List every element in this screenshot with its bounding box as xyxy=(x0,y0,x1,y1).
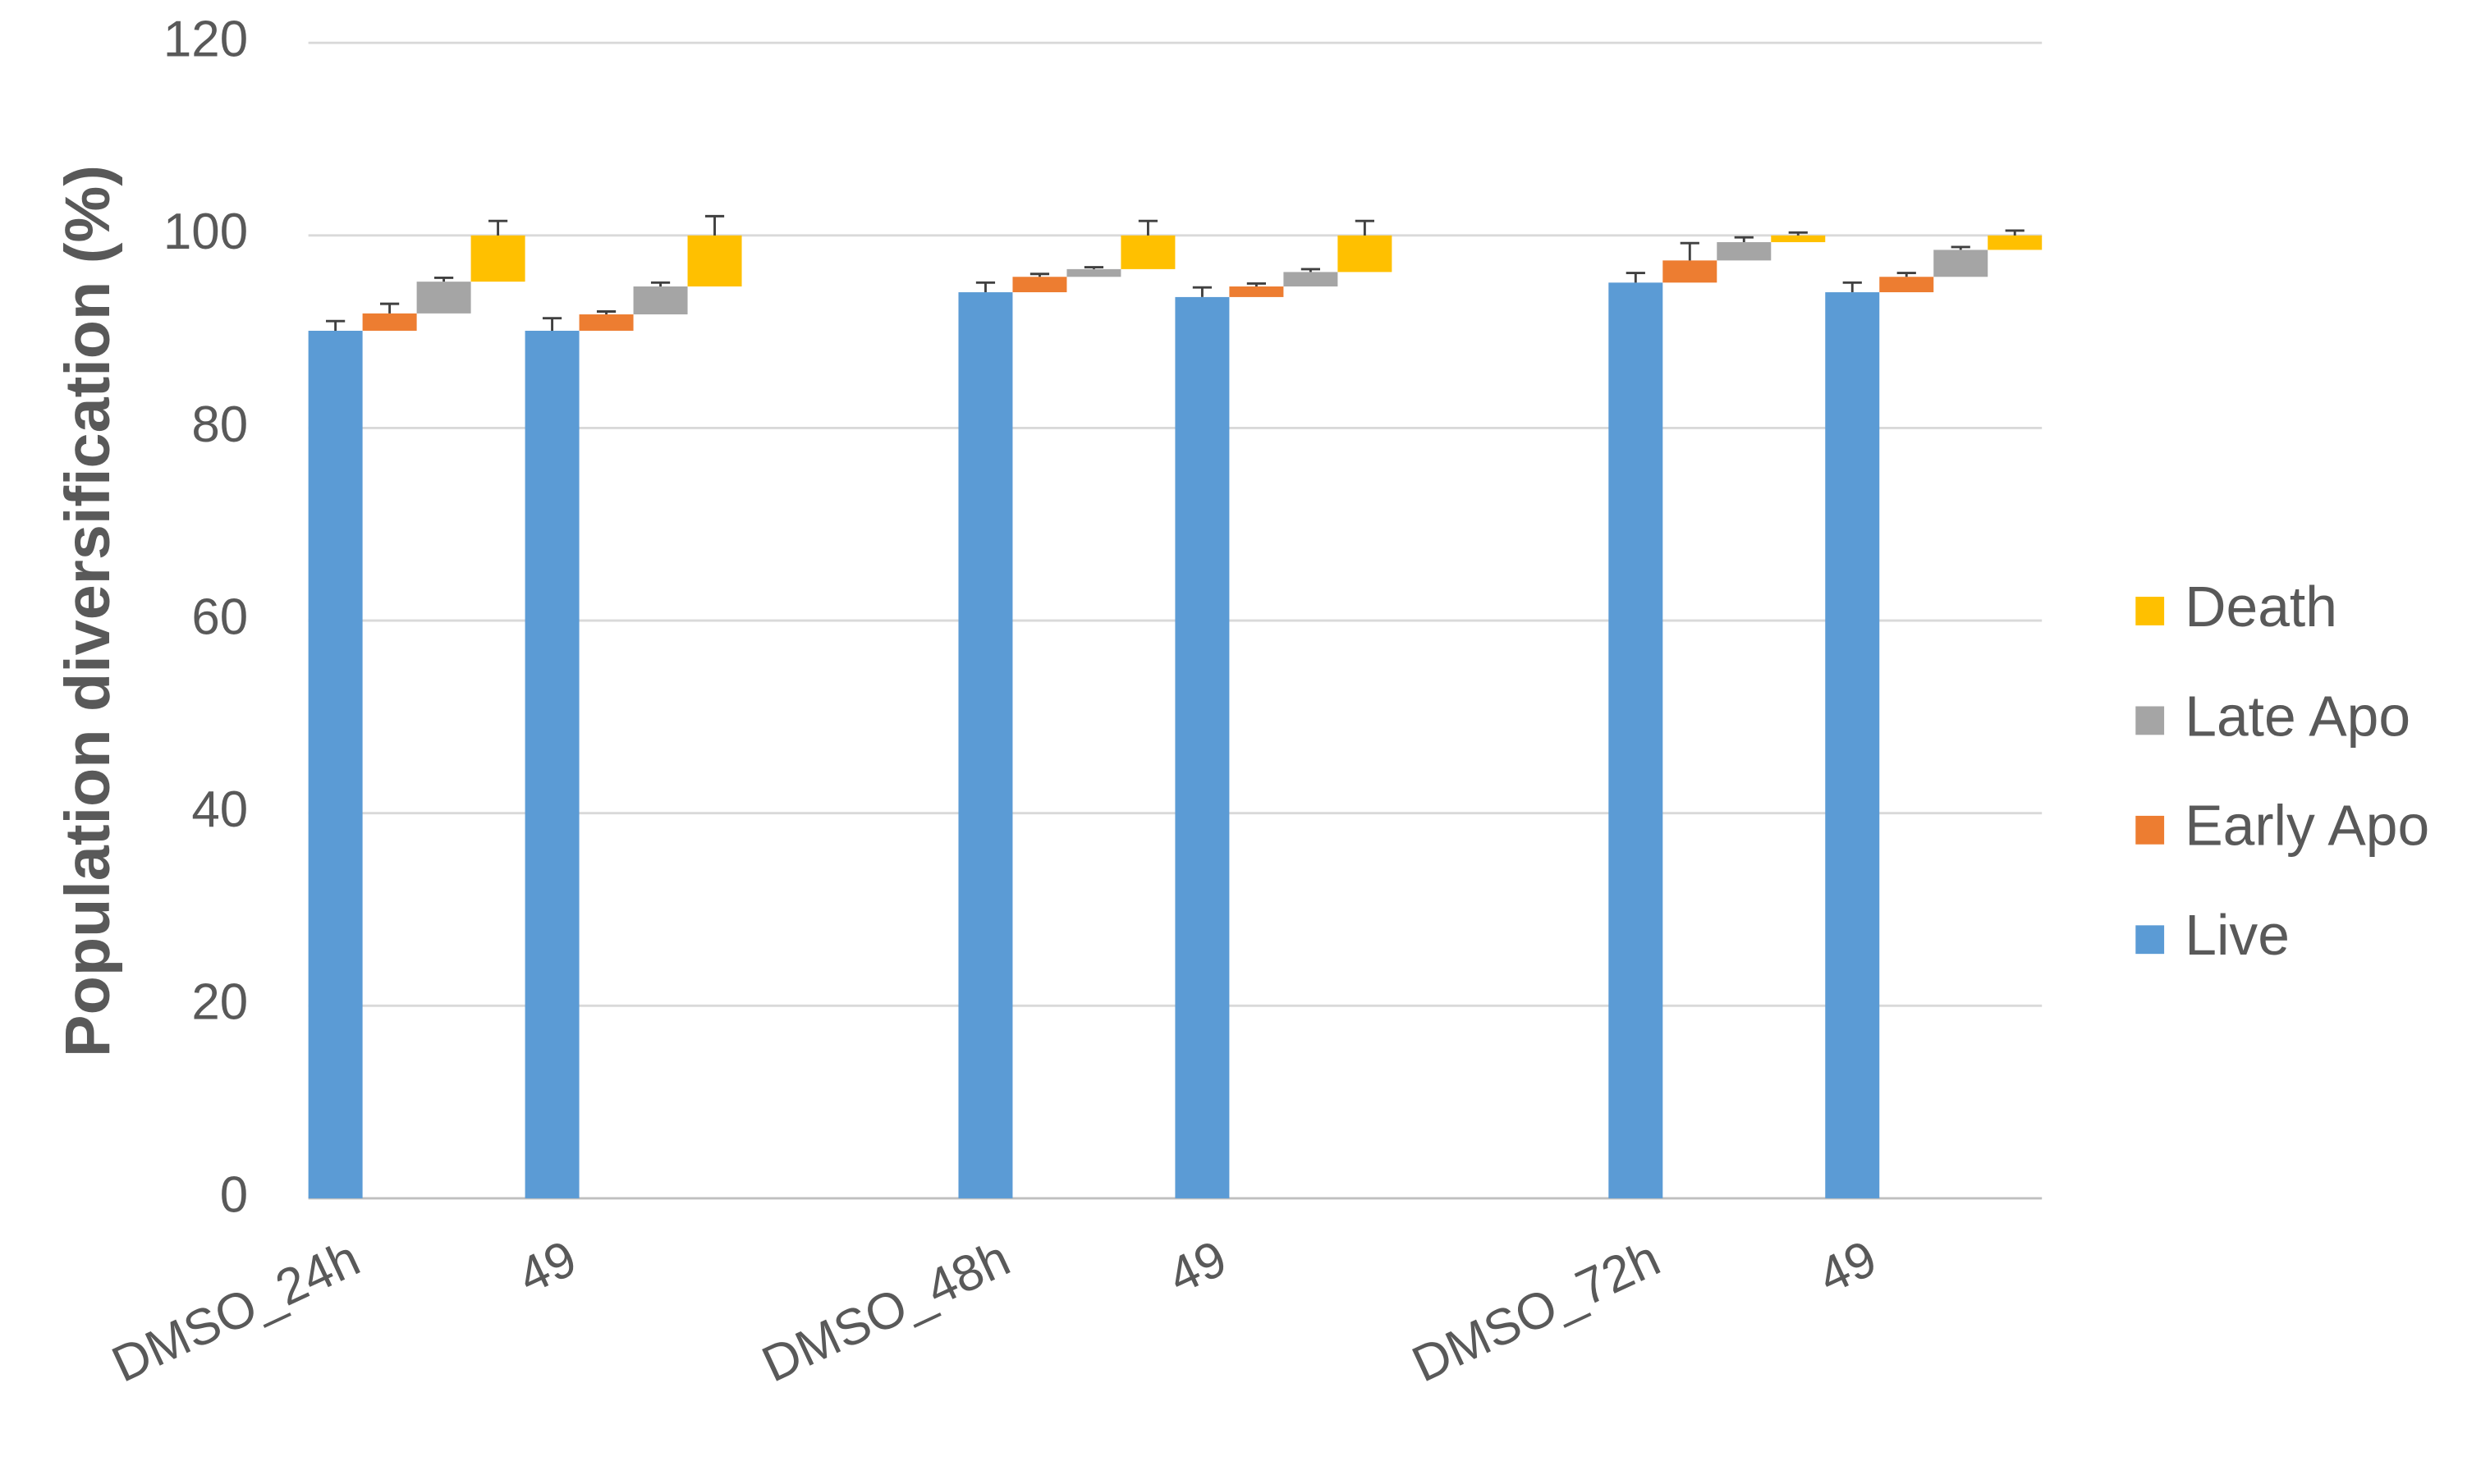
bar-segment xyxy=(1229,286,1284,297)
legend-swatch xyxy=(2135,925,2165,955)
error-bar xyxy=(1246,282,1267,287)
y-tick-label: 80 xyxy=(191,396,248,453)
bar-segment xyxy=(525,330,580,1198)
y-tick-label: 60 xyxy=(191,589,248,645)
error-bar xyxy=(2005,229,2025,236)
bar-segment xyxy=(1988,235,2043,250)
bar-segment xyxy=(1012,277,1067,293)
error-bar xyxy=(1084,266,1104,269)
error-bar xyxy=(650,281,671,287)
bar-segment xyxy=(958,292,1013,1198)
error-bar xyxy=(1626,272,1645,283)
legend-label: Live xyxy=(2185,903,2290,967)
error-bar xyxy=(1734,236,1754,243)
legend-label: Death xyxy=(2185,575,2337,639)
bar-segment xyxy=(416,282,471,314)
bar-segment xyxy=(1121,235,1176,269)
y-tick-label: 20 xyxy=(191,974,248,1031)
x-tick-label: DMSO_24h xyxy=(103,1230,368,1393)
error-bar xyxy=(1896,272,1916,277)
error-bar xyxy=(1680,241,1699,261)
error-bar xyxy=(542,317,562,331)
legend-swatch xyxy=(2135,815,2165,845)
bar-segment xyxy=(1717,242,1772,261)
bar-segment xyxy=(1662,260,1717,283)
x-tick-label: 49 xyxy=(1160,1230,1236,1305)
error-bar xyxy=(1138,219,1158,236)
bar-segment xyxy=(1771,235,1826,243)
y-axis-title: Population diversification (%) xyxy=(53,165,123,1057)
bar-segment xyxy=(579,314,634,331)
error-bar xyxy=(1192,286,1213,297)
error-bar xyxy=(596,310,617,315)
x-tick-label: 49 xyxy=(1810,1230,1886,1305)
y-tick-label: 0 xyxy=(220,1166,248,1223)
error-bar xyxy=(1951,245,1970,250)
bar-segment xyxy=(1933,250,1988,277)
bar-segment xyxy=(1337,235,1392,273)
error-bar xyxy=(1355,219,1374,236)
bar-segment xyxy=(362,313,417,331)
error-bar xyxy=(1788,231,1808,236)
bar-segment xyxy=(1066,268,1121,277)
y-tick-label: 100 xyxy=(163,204,248,260)
bar-segment xyxy=(1175,296,1230,1198)
legend-label: Early Apo xyxy=(2185,794,2429,858)
error-bar xyxy=(488,219,508,236)
error-bar xyxy=(1300,268,1320,273)
x-tick-label: DMSO_72h xyxy=(1404,1230,1668,1393)
x-tick-label: 49 xyxy=(510,1230,585,1305)
error-bar xyxy=(1029,273,1050,277)
bar-segment xyxy=(687,235,742,287)
bar-segment xyxy=(633,286,688,315)
error-bar xyxy=(433,276,454,282)
legend-label: Late Apo xyxy=(2185,684,2410,748)
y-tick-label: 40 xyxy=(191,781,248,838)
error-bar xyxy=(975,281,996,293)
legend-swatch xyxy=(2135,597,2165,625)
legend-swatch xyxy=(2135,706,2165,735)
bar-segment xyxy=(1283,272,1338,287)
error-bar xyxy=(326,319,346,331)
bar-segment xyxy=(1825,292,1880,1198)
x-tick-label: DMSO_48h xyxy=(754,1230,1018,1393)
bar-segment xyxy=(1879,277,1934,293)
bar-segment xyxy=(470,235,525,282)
error-bar xyxy=(704,214,725,236)
error-bar xyxy=(380,302,400,314)
bar-segment xyxy=(1608,282,1663,1198)
error-bar xyxy=(1842,281,1862,293)
bar-segment xyxy=(308,330,363,1198)
y-tick-label: 120 xyxy=(163,11,248,68)
